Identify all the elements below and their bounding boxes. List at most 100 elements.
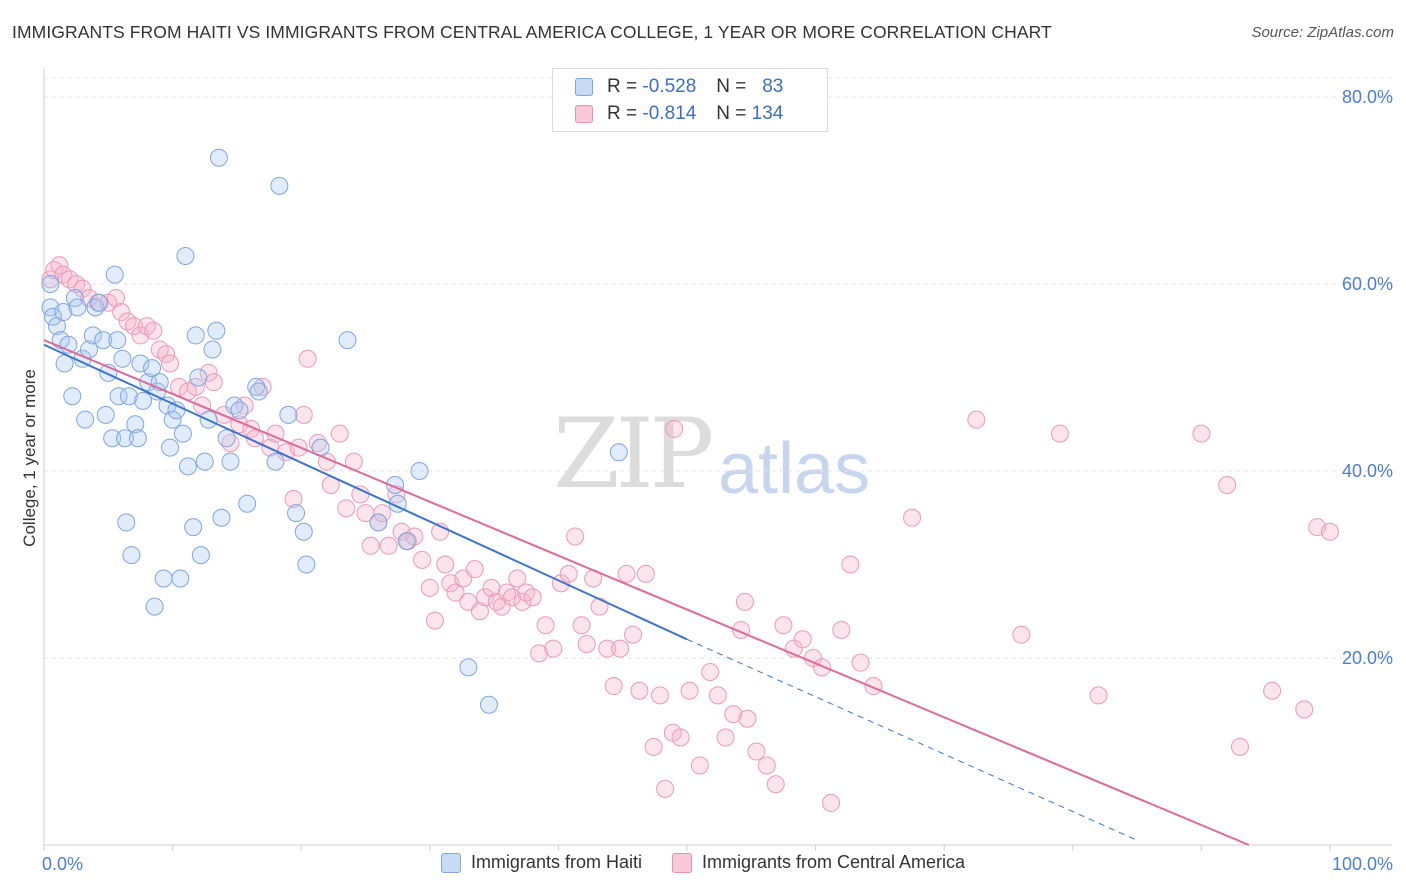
haiti-point xyxy=(195,452,214,471)
haiti-point xyxy=(179,457,198,476)
central-america-point xyxy=(298,349,317,368)
central-america-point xyxy=(308,433,327,452)
haiti-point xyxy=(145,597,164,616)
central-america-point xyxy=(738,709,757,728)
central-america-point xyxy=(851,653,870,672)
central-america-point xyxy=(1218,476,1237,495)
x-tick-label: 0.0% xyxy=(42,854,83,874)
central-america-point xyxy=(1263,681,1282,700)
legend-n-label: N = xyxy=(716,103,747,124)
series-swatch-haiti xyxy=(440,852,461,873)
haiti-point xyxy=(270,176,289,195)
haiti-point xyxy=(134,391,153,410)
tick-labels: 20.0% 40.0% 60.0% 80.0% 0.0% 100.0% xyxy=(42,87,1393,874)
watermark-atlas: atlas xyxy=(718,429,871,509)
central-america-point xyxy=(161,354,180,373)
haiti-point xyxy=(249,382,268,401)
haiti-point xyxy=(287,504,306,523)
haiti-point xyxy=(279,405,298,424)
central-america-point xyxy=(118,312,137,331)
central-america-point xyxy=(199,363,218,382)
haiti-trend-line xyxy=(43,343,688,641)
central-america-point xyxy=(361,536,380,555)
central-america-point xyxy=(1230,737,1249,756)
haiti-trend-extension xyxy=(686,638,1138,841)
haiti-point xyxy=(68,298,87,317)
y-tick-label: 20.0% xyxy=(1342,648,1393,668)
haiti-point xyxy=(173,424,192,443)
central-america-point xyxy=(330,424,349,443)
central-america-point xyxy=(425,611,444,630)
central-america-point xyxy=(735,592,754,611)
haiti-point xyxy=(163,410,182,429)
haiti-point xyxy=(397,532,416,551)
haiti-point xyxy=(44,307,63,326)
source-credit: Source: ZipAtlas.com xyxy=(1251,24,1394,41)
legend-r-label: R = xyxy=(607,76,638,97)
central-america-point xyxy=(157,345,176,364)
central-america-point xyxy=(144,321,163,340)
central-america-point xyxy=(813,658,832,677)
haiti-point xyxy=(191,546,210,565)
central-america-point xyxy=(671,728,690,747)
central-america-point xyxy=(530,644,549,663)
central-america-point xyxy=(967,410,986,429)
haiti-point xyxy=(410,462,429,480)
central-america-point xyxy=(665,419,684,438)
haiti-point xyxy=(41,275,60,293)
haiti-point xyxy=(203,340,222,359)
central-america-point xyxy=(577,634,596,653)
central-america-point xyxy=(436,555,455,574)
haiti-point xyxy=(171,569,190,588)
central-america-point xyxy=(630,681,649,700)
axes xyxy=(43,68,1392,851)
haiti-point xyxy=(221,452,240,471)
central-america-point xyxy=(413,550,432,569)
central-america-point xyxy=(67,275,86,293)
central-america-point xyxy=(1192,424,1211,443)
trend-lines xyxy=(43,339,1250,846)
central-america-point xyxy=(60,270,79,289)
central-america-point xyxy=(73,279,92,298)
haiti-point xyxy=(76,410,95,429)
haiti-point xyxy=(116,429,135,448)
haiti-point xyxy=(122,546,141,565)
legend-n-label: N = xyxy=(716,76,747,97)
central-america-point xyxy=(544,639,563,658)
central-america-point xyxy=(351,485,370,504)
central-america-point xyxy=(465,560,484,579)
haiti-point xyxy=(184,518,203,537)
central-america-point xyxy=(420,578,439,597)
y-tick-label: 80.0% xyxy=(1342,87,1393,107)
legend-r-value: -0.814 xyxy=(642,103,697,124)
haiti-point xyxy=(128,429,147,448)
haiti-point xyxy=(212,508,231,527)
central-america-point xyxy=(1050,424,1069,443)
central-america-point xyxy=(701,663,720,682)
haiti-point xyxy=(230,401,249,420)
central-america-point xyxy=(125,317,144,336)
haiti-point xyxy=(105,265,124,284)
y-tick-label: 60.0% xyxy=(1342,274,1393,294)
central-america-point xyxy=(617,564,636,583)
series-label-haiti: Immigrants from Haiti xyxy=(470,852,642,872)
legend-n-value: 134 xyxy=(751,103,784,124)
central-america-point xyxy=(774,616,793,635)
central-america-point xyxy=(724,705,743,724)
haiti-point xyxy=(297,555,316,574)
legend-r-value: -0.528 xyxy=(642,76,697,97)
haiti-point xyxy=(83,326,102,345)
central-america-point xyxy=(204,373,223,392)
central-america-point xyxy=(50,256,69,275)
central-america-point xyxy=(523,588,542,607)
haiti-point xyxy=(143,359,162,378)
central-america-point xyxy=(841,555,860,574)
central-america-trend-line xyxy=(43,339,1250,846)
central-america-point xyxy=(598,639,617,658)
haiti-point xyxy=(161,438,180,457)
haiti-point xyxy=(96,405,115,424)
central-america-point xyxy=(492,597,511,616)
legend-swatch-central-america xyxy=(575,105,593,123)
central-america-point xyxy=(604,677,623,696)
